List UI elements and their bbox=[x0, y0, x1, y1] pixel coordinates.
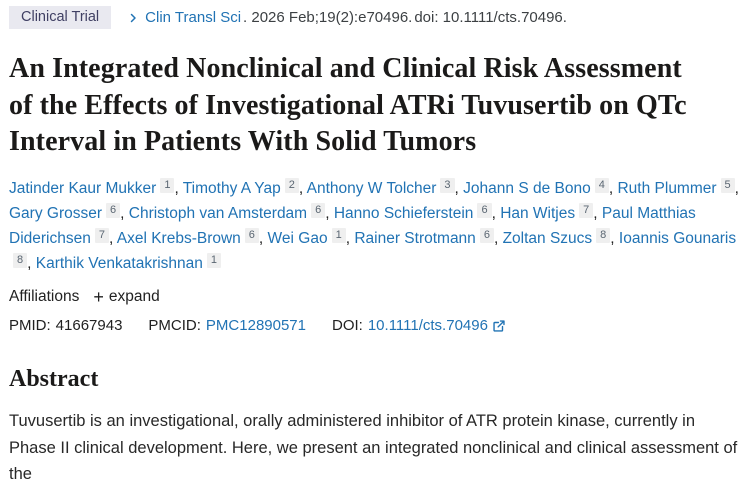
author-affiliation-number[interactable]: 1 bbox=[160, 178, 175, 194]
author-link[interactable]: Gary Grosser bbox=[9, 205, 103, 223]
author-link[interactable]: Ruth Plummer bbox=[617, 180, 717, 198]
author-link[interactable]: Ioannis Gounaris bbox=[618, 230, 737, 248]
pmid-group: PMID: 41667943 bbox=[9, 317, 122, 334]
author-affiliation-number[interactable]: 7 bbox=[579, 203, 594, 219]
citation-text: . 2026 Feb;19(2):e70496. bbox=[243, 9, 413, 26]
author-affiliation-number[interactable]: 5 bbox=[720, 178, 735, 194]
authors-list: Jatinder Kaur Mukker 1, Timothy A Yap 2, A… bbox=[9, 176, 741, 276]
author-link[interactable]: Anthony W Tolcher bbox=[306, 180, 437, 198]
author-affiliation-number[interactable]: 8 bbox=[596, 228, 611, 244]
author-separator: , bbox=[120, 205, 129, 223]
author-affiliation-number[interactable]: 6 bbox=[479, 228, 494, 244]
author-affiliation-number[interactable]: 6 bbox=[106, 203, 121, 219]
author-link[interactable]: Timothy A Yap bbox=[182, 180, 281, 198]
article-header-row: Clinical Trial Clin Transl Sci . 2026 Fe… bbox=[9, 6, 741, 29]
author-link[interactable]: Karthik Venkatakrishnan bbox=[35, 255, 203, 273]
abstract-text: Tuvusertib is an investigational, orally… bbox=[9, 412, 738, 483]
author-separator: , bbox=[325, 205, 334, 223]
author-link[interactable]: Rainer Strotmann bbox=[354, 230, 476, 248]
article-page: Clinical Trial Clin Transl Sci . 2026 Fe… bbox=[9, 6, 741, 483]
author-link[interactable]: Christoph van Amsterdam bbox=[128, 205, 308, 223]
author-separator: , bbox=[608, 180, 618, 198]
author-affiliation-number[interactable]: 8 bbox=[13, 253, 28, 269]
author-affiliation-number[interactable]: 1 bbox=[206, 253, 222, 269]
plus-icon: + bbox=[93, 287, 104, 308]
author-separator: , bbox=[493, 230, 503, 248]
identifiers-row: PMID: 41667943 PMCID: PMC12890571 DOI: 1… bbox=[9, 317, 741, 334]
pmcid-label: PMCID: bbox=[148, 317, 201, 335]
author-separator: , bbox=[298, 180, 307, 198]
author-link[interactable]: Hanno Schieferstein bbox=[333, 205, 474, 223]
doi-group: DOI: 10.1111/cts.70496 bbox=[332, 317, 506, 334]
author-link[interactable]: Axel Krebs-Brown bbox=[116, 230, 241, 248]
author-affiliation-number[interactable]: 4 bbox=[594, 178, 609, 194]
affiliations-expand-button[interactable]: + expand bbox=[93, 288, 159, 306]
pmcid-group: PMCID: PMC12890571 bbox=[148, 317, 306, 334]
author-affiliation-number[interactable]: 3 bbox=[440, 178, 455, 194]
author-separator: , bbox=[174, 180, 183, 198]
author-separator: , bbox=[454, 180, 464, 198]
author-link[interactable]: Paul Matthias Diderichsen bbox=[9, 205, 696, 248]
author-link[interactable]: Jatinder Kaur Mukker bbox=[9, 180, 157, 198]
doi-link[interactable]: 10.1111/cts.70496 bbox=[367, 317, 488, 335]
pmid-value: 41667943 bbox=[55, 317, 123, 335]
author-separator: , bbox=[258, 230, 268, 248]
pmcid-link[interactable]: PMC12890571 bbox=[205, 317, 306, 335]
article-title: An Integrated Nonclinical and Clinical R… bbox=[9, 53, 687, 158]
author-separator: , bbox=[108, 230, 117, 248]
affiliations-expand-label: expand bbox=[108, 288, 160, 306]
abstract-heading: Abstract bbox=[9, 366, 99, 393]
author-affiliation-number[interactable]: 6 bbox=[244, 228, 259, 244]
publication-type-badge: Clinical Trial bbox=[9, 6, 112, 29]
author-affiliation-number[interactable]: 1 bbox=[331, 228, 346, 244]
affiliations-label: Affiliations bbox=[9, 288, 80, 306]
author-separator: , bbox=[734, 180, 739, 198]
author-separator: , bbox=[610, 230, 619, 248]
author-separator: , bbox=[593, 205, 602, 223]
author-link[interactable]: Han Witjes bbox=[500, 205, 576, 223]
external-link-icon bbox=[492, 319, 506, 333]
author-link[interactable]: Johann S de Bono bbox=[463, 180, 591, 198]
author-affiliation-number[interactable]: 6 bbox=[477, 203, 492, 219]
journal-link[interactable]: Clin Transl Sci bbox=[145, 9, 242, 26]
doi-label: DOI: bbox=[332, 317, 363, 335]
author-affiliation-number[interactable]: 7 bbox=[94, 228, 109, 244]
doi-citation-text: doi: 10.1111/cts.70496. bbox=[414, 9, 567, 26]
author-separator: , bbox=[491, 205, 501, 223]
affiliations-row: Affiliations + expand bbox=[9, 288, 741, 306]
author-separator: , bbox=[345, 230, 355, 248]
author-affiliation-number[interactable]: 2 bbox=[284, 178, 299, 194]
chevron-right-icon bbox=[127, 11, 139, 25]
author-link[interactable]: Zoltan Szucs bbox=[502, 230, 593, 248]
author-affiliation-number[interactable]: 6 bbox=[311, 203, 326, 219]
author-link[interactable]: Wei Gao bbox=[267, 230, 328, 248]
pmid-label: PMID: bbox=[9, 317, 51, 335]
author-separator: , bbox=[27, 255, 36, 273]
